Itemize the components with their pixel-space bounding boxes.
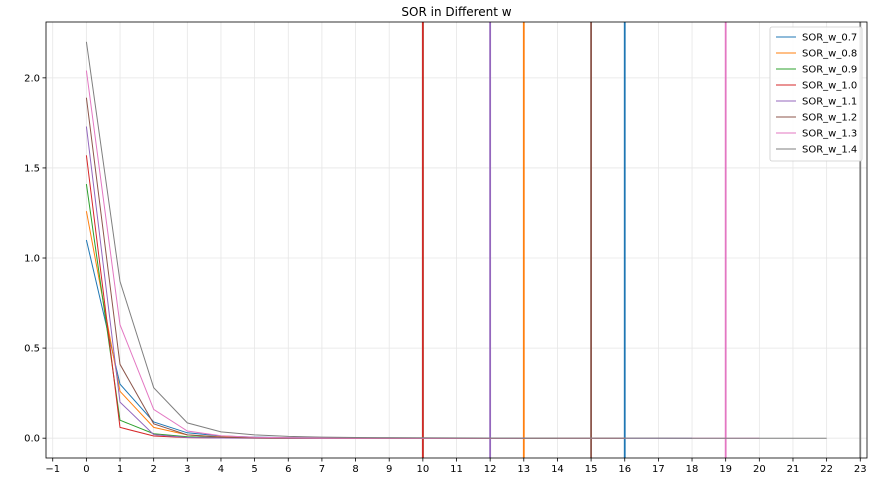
x-tick-label: −1 (45, 464, 60, 475)
x-tick-label: 19 (719, 464, 732, 475)
x-tick-label: 14 (551, 464, 564, 475)
series-lines (85, 41, 827, 439)
x-tick-label: 18 (686, 464, 699, 475)
y-tick-label: 1.0 (24, 254, 40, 265)
legend-label: SOR_w_0.9 (802, 65, 857, 76)
y-tick-label: 0.0 (24, 434, 40, 445)
x-tick-label: 23 (854, 464, 867, 475)
x-tick-label: 12 (484, 464, 497, 475)
x-tick-label: 2 (150, 464, 156, 475)
x-tick-label: 3 (184, 464, 190, 475)
series-line (85, 41, 827, 439)
x-tick-label: 17 (652, 464, 665, 475)
x-axis: −1 0 1 2 3 4 5 6 7 8 9 10 11 12 13 14 15 16 17 18 19 20 21 22 23 (45, 458, 867, 475)
y-tick-label: 2.0 (24, 73, 40, 84)
series-line (85, 126, 524, 439)
x-tick-label: 21 (787, 464, 800, 475)
x-tick-label: 5 (251, 464, 257, 475)
x-tick-label: 11 (450, 464, 463, 475)
x-tick-label: 8 (352, 464, 358, 475)
y-axis: 0.0 0.5 1.0 1.5 2.0 (24, 73, 46, 445)
legend-label: SOR_w_0.7 (802, 33, 857, 44)
grid (46, 22, 867, 458)
y-tick-label: 0.5 (24, 344, 40, 355)
x-tick-label: 22 (820, 464, 833, 475)
y-tick-label: 1.5 (24, 163, 40, 174)
x-tick-label: 9 (386, 464, 392, 475)
x-tick-label: 20 (753, 464, 766, 475)
chart-title: SOR in Different w (401, 5, 511, 19)
legend-label: SOR_w_1.2 (802, 113, 857, 124)
x-tick-label: 15 (585, 464, 598, 475)
legend-label: SOR_w_1.0 (802, 81, 857, 92)
legend-label: SOR_w_1.3 (802, 129, 857, 140)
legend: SOR_w_0.7 SOR_w_0.8 SOR_w_0.9 SOR_w_1.0 SOR_… (769, 26, 863, 162)
x-tick-label: 1 (117, 464, 123, 475)
x-tick-label: 16 (618, 464, 631, 475)
legend-label: SOR_w_1.4 (802, 145, 857, 156)
x-tick-label: 7 (319, 464, 325, 475)
legend-label: SOR_w_1.1 (802, 97, 857, 108)
legend-label: SOR_w_0.8 (802, 49, 857, 60)
legend-box (769, 26, 863, 162)
x-tick-label: 10 (416, 464, 429, 475)
x-tick-label: 4 (218, 464, 224, 475)
x-tick-label: 6 (285, 464, 291, 475)
x-tick-label: 0 (83, 464, 89, 475)
x-tick-label: 13 (517, 464, 530, 475)
